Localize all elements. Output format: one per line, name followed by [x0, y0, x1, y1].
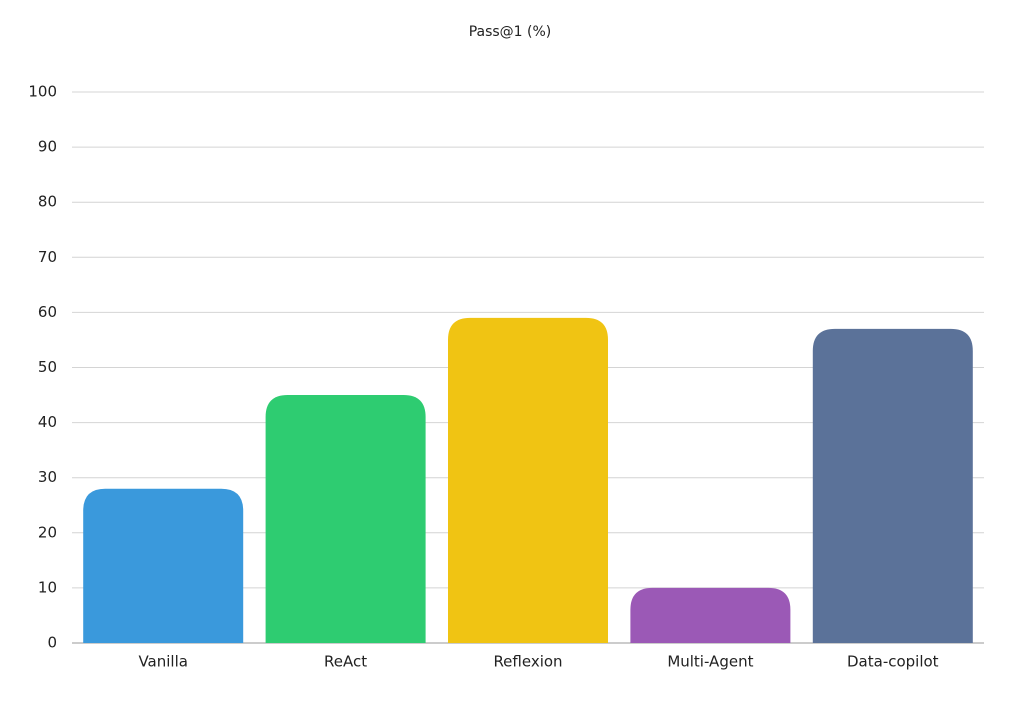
y-tick-label: 90	[38, 138, 57, 156]
x-tick-label: Multi-Agent	[667, 653, 753, 671]
y-tick-label: 70	[38, 248, 57, 266]
y-tick-label: 0	[47, 634, 57, 652]
y-tick-label: 100	[28, 83, 57, 101]
y-tick-label: 40	[38, 413, 57, 431]
y-tick-label: 80	[38, 193, 57, 211]
y-tick-label: 60	[38, 303, 57, 321]
y-tick-label: 20	[38, 523, 57, 541]
bar	[83, 488, 244, 643]
chart-title: Pass@1 (%)	[469, 24, 552, 40]
x-tick-label: Vanilla	[138, 653, 188, 671]
x-tick-label: Data-copilot	[847, 653, 939, 671]
y-tick-label: 30	[38, 468, 57, 486]
bar	[448, 317, 608, 643]
y-tick-label: 50	[38, 358, 57, 376]
y-tick-label: 10	[38, 578, 57, 596]
bar	[265, 395, 426, 643]
bar	[812, 328, 973, 643]
x-tick-label: ReAct	[324, 653, 367, 671]
bar	[630, 587, 791, 643]
x-tick-label: Reflexion	[493, 653, 562, 671]
